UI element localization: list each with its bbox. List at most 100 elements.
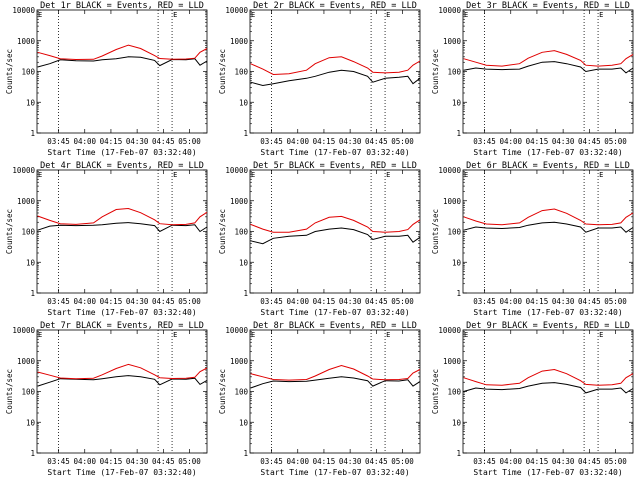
- flag-letter: E: [464, 171, 468, 179]
- series-red-line: [463, 208, 634, 226]
- x-tick-label: 04:15: [313, 137, 336, 146]
- y-axis-label: Counts/sec: [431, 49, 440, 94]
- flag-letter: E: [38, 11, 42, 19]
- y-tick-label: 1000: [443, 37, 462, 46]
- y-tick-label: 100: [234, 68, 248, 77]
- chart-title: Det 9r BLACK = Events, RED = LLD: [466, 321, 630, 331]
- y-tick-label: 100: [21, 228, 35, 237]
- y-axis-label: Counts/sec: [5, 369, 14, 414]
- series-red-line: [37, 44, 208, 61]
- plot-frame: [249, 169, 421, 294]
- x-tick-label: 04:30: [126, 297, 149, 306]
- series-red-line: [37, 363, 208, 380]
- y-tick-label: 10000: [12, 6, 35, 15]
- x-tick-label: 04:15: [526, 297, 549, 306]
- x-tick-label: 04:00: [73, 297, 96, 306]
- x-tick-label: 04:30: [552, 137, 575, 146]
- y-axis-label: Counts/sec: [5, 49, 14, 94]
- x-tick-label: 04:15: [313, 297, 336, 306]
- y-tick-label: 1: [30, 129, 35, 138]
- y-tick-label: 10000: [438, 6, 461, 15]
- x-axis-label: Start Time (17-Feb-07 03:32:40): [260, 148, 409, 157]
- chart-panel-3: Det 3r BLACK = Events, RED = LLD Counts/s…: [431, 1, 634, 157]
- x-tick-label: 04:15: [526, 137, 549, 146]
- x-tick-label: 03:45: [260, 137, 283, 146]
- x-tick-label: 04:00: [286, 297, 309, 306]
- y-tick-label: 10: [452, 418, 462, 427]
- x-tick-label: 04:15: [526, 457, 549, 466]
- x-tick-label: 05:00: [391, 297, 414, 306]
- plot-frame: [249, 329, 421, 454]
- chart-title: Det 3r BLACK = Events, RED = LLD: [466, 1, 630, 11]
- x-tick-label: 05:00: [604, 297, 627, 306]
- y-tick-label: 1: [456, 289, 461, 298]
- x-tick-label: 04:15: [313, 457, 336, 466]
- plot-frame: [36, 329, 208, 454]
- chart-title: Det 6r BLACK = Events, RED = LLD: [466, 161, 630, 171]
- x-tick-label: 04:00: [286, 137, 309, 146]
- x-tick-label: 04:30: [339, 137, 362, 146]
- series-black-line: [463, 382, 634, 394]
- flag-letter: E: [173, 171, 177, 179]
- flag-letter: E: [38, 171, 42, 179]
- flag-letter: E: [386, 11, 390, 19]
- plot-frame: [36, 169, 208, 294]
- y-tick-label: 10: [239, 258, 249, 267]
- y-tick-label: 10: [239, 418, 249, 427]
- x-tick-label: 03:45: [47, 137, 70, 146]
- x-tick-label: 05:00: [178, 137, 201, 146]
- y-tick-label: 10000: [225, 6, 248, 15]
- y-tick-label: 100: [447, 68, 461, 77]
- y-tick-label: 100: [21, 388, 35, 397]
- plot-frame: [462, 329, 634, 454]
- flag-letter: E: [38, 331, 42, 339]
- x-tick-label: 04:00: [499, 297, 522, 306]
- x-tick-label: 05:00: [178, 457, 201, 466]
- y-tick-label: 10: [452, 258, 462, 267]
- x-tick-label: 04:00: [73, 137, 96, 146]
- x-tick-label: 03:45: [260, 297, 283, 306]
- chart-panel-4: Det 4r BLACK = Events, RED = LLD Counts/s…: [5, 161, 208, 317]
- y-tick-label: 10000: [225, 326, 248, 335]
- y-tick-label: 100: [447, 228, 461, 237]
- flag-letter: E: [386, 331, 390, 339]
- y-tick-label: 1000: [230, 197, 249, 206]
- chart-title: Det 4r BLACK = Events, RED = LLD: [40, 161, 204, 171]
- y-tick-label: 10000: [438, 166, 461, 175]
- x-tick-label: 03:45: [473, 137, 496, 146]
- y-tick-label: 1000: [17, 197, 36, 206]
- series-red-line: [463, 50, 634, 67]
- y-tick-label: 100: [234, 388, 248, 397]
- y-tick-label: 10: [26, 418, 36, 427]
- y-tick-label: 1: [30, 449, 35, 458]
- y-tick-label: 1000: [17, 37, 36, 46]
- y-tick-label: 1: [243, 289, 248, 298]
- flag-letter: E: [464, 11, 468, 19]
- plot-frame: [36, 9, 208, 134]
- series-black-line: [37, 222, 208, 233]
- y-tick-label: 100: [21, 68, 35, 77]
- x-axis-label: Start Time (17-Feb-07 03:32:40): [260, 308, 409, 317]
- y-tick-label: 1000: [230, 37, 249, 46]
- x-tick-label: 04:45: [365, 457, 388, 466]
- y-tick-label: 1000: [230, 357, 249, 366]
- chart-title: Det 8r BLACK = Events, RED = LLD: [253, 321, 417, 331]
- x-tick-label: 05:00: [391, 457, 414, 466]
- y-tick-label: 1: [243, 129, 248, 138]
- x-tick-label: 04:30: [126, 457, 149, 466]
- series-black-line: [250, 376, 421, 389]
- series-red-line: [250, 56, 421, 76]
- y-tick-label: 1000: [443, 357, 462, 366]
- x-tick-label: 04:30: [552, 457, 575, 466]
- y-axis-label: Counts/sec: [5, 209, 14, 254]
- x-axis-label: Start Time (17-Feb-07 03:32:40): [473, 468, 622, 477]
- chart-title: Det 2r BLACK = Events, RED = LLD: [253, 1, 417, 11]
- series-black-line: [250, 69, 421, 87]
- y-tick-label: 100: [447, 388, 461, 397]
- chart-panel-9: Det 9r BLACK = Events, RED = LLD Counts/s…: [431, 321, 634, 477]
- y-axis-label: Counts/sec: [431, 209, 440, 254]
- x-tick-label: 04:15: [100, 137, 123, 146]
- y-tick-label: 1: [30, 289, 35, 298]
- x-tick-label: 04:45: [578, 457, 601, 466]
